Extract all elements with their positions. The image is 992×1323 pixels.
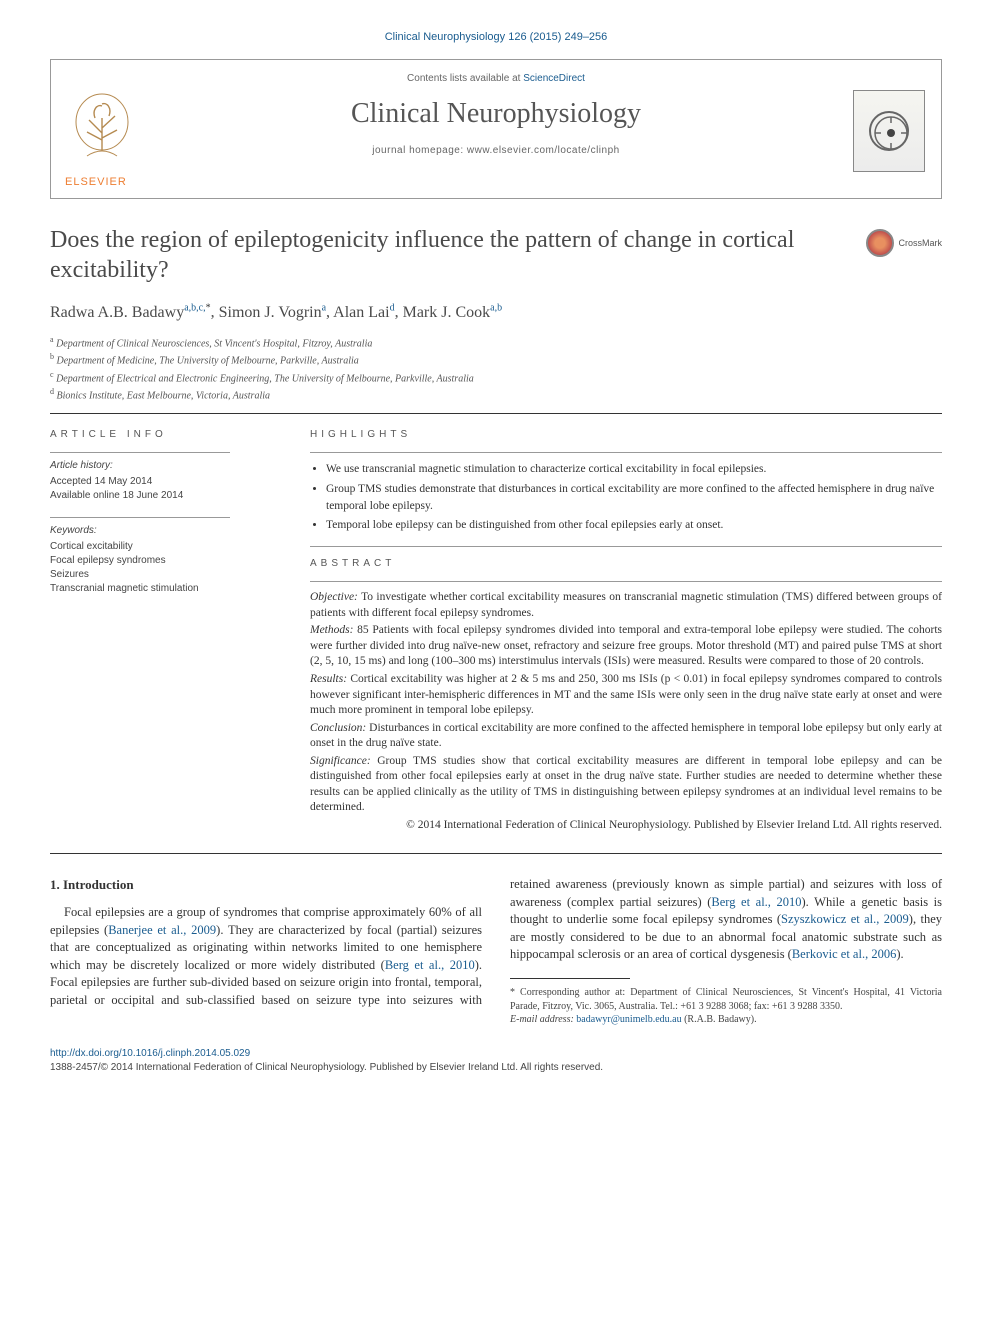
- crossmark-icon: [866, 229, 894, 257]
- abstract-copyright: © 2014 International Federation of Clini…: [310, 818, 942, 834]
- highlights-heading: HIGHLIGHTS: [310, 428, 942, 442]
- highlight-item: Temporal lobe epilepsy can be distinguis…: [326, 517, 942, 534]
- sciencedirect-link[interactable]: ScienceDirect: [523, 73, 585, 84]
- author: Mark J. Cooka,b: [403, 304, 503, 321]
- author: Simon J. Vogrina: [219, 304, 326, 321]
- highlights-list: We use transcranial magnetic stimulation…: [310, 461, 942, 534]
- abstract-body: Objective: To investigate whether cortic…: [310, 590, 942, 833]
- publisher-label: ELSEVIER: [65, 175, 127, 190]
- contents-lists-line: Contents lists available at ScienceDirec…: [67, 72, 925, 86]
- affiliations: a Department of Clinical Neurosciences, …: [50, 334, 942, 403]
- footnote-divider: [510, 978, 630, 979]
- journal-name: Clinical Neurophysiology: [67, 94, 925, 133]
- highlight-item: Group TMS studies demonstrate that distu…: [326, 481, 942, 516]
- divider: [50, 413, 942, 414]
- divider: [50, 853, 942, 854]
- citation-link[interactable]: Banerjee et al., 2009: [108, 923, 216, 937]
- journal-homepage: journal homepage: www.elsevier.com/locat…: [67, 144, 925, 158]
- article-info-heading: ARTICLE INFO: [50, 428, 270, 442]
- page-footer: http://dx.doi.org/10.1016/j.clinph.2014.…: [50, 1047, 942, 1075]
- author: Radwa A.B. Badawya,b,c,*: [50, 304, 211, 321]
- email-link[interactable]: badawyr@unimelb.edu.au: [576, 1014, 681, 1025]
- crossmark-badge[interactable]: CrossMark: [866, 229, 942, 257]
- author-list: Radwa A.B. Badawya,b,c,*, Simon J. Vogri…: [50, 301, 942, 324]
- running-head-link[interactable]: Clinical Neurophysiology 126 (2015) 249–…: [385, 31, 608, 43]
- article-history: Article history: Accepted 14 May 2014 Av…: [50, 452, 270, 503]
- article-title: Does the region of epileptogenicity infl…: [50, 225, 942, 285]
- author: Alan Laid: [333, 304, 394, 321]
- corresponding-author-footnote: * Corresponding author at: Department of…: [510, 985, 942, 1027]
- journal-cover-thumb: [853, 90, 925, 172]
- citation-link[interactable]: Berkovic et al., 2006: [792, 947, 897, 961]
- highlight-item: We use transcranial magnetic stimulation…: [326, 461, 942, 478]
- citation-link[interactable]: Berg et al., 2010: [385, 958, 475, 972]
- keywords-block: Keywords: Cortical excitability Focal ep…: [50, 517, 270, 596]
- elsevier-tree-icon: [67, 88, 137, 178]
- cover-logo-icon: [869, 111, 909, 151]
- abstract-heading: ABSTRACT: [310, 557, 942, 571]
- section-heading: 1. Introduction: [50, 876, 482, 894]
- crossmark-label: CrossMark: [898, 237, 942, 250]
- doi-link[interactable]: http://dx.doi.org/10.1016/j.clinph.2014.…: [50, 1048, 250, 1059]
- masthead: ELSEVIER Contents lists available at Sci…: [50, 59, 942, 199]
- running-head-citation: Clinical Neurophysiology 126 (2015) 249–…: [50, 30, 942, 45]
- citation-link[interactable]: Szyszkowicz et al., 2009: [781, 912, 909, 926]
- article-body: 1. Introduction Focal epilepsies are a g…: [50, 876, 942, 1026]
- citation-link[interactable]: Berg et al., 2010: [711, 895, 801, 909]
